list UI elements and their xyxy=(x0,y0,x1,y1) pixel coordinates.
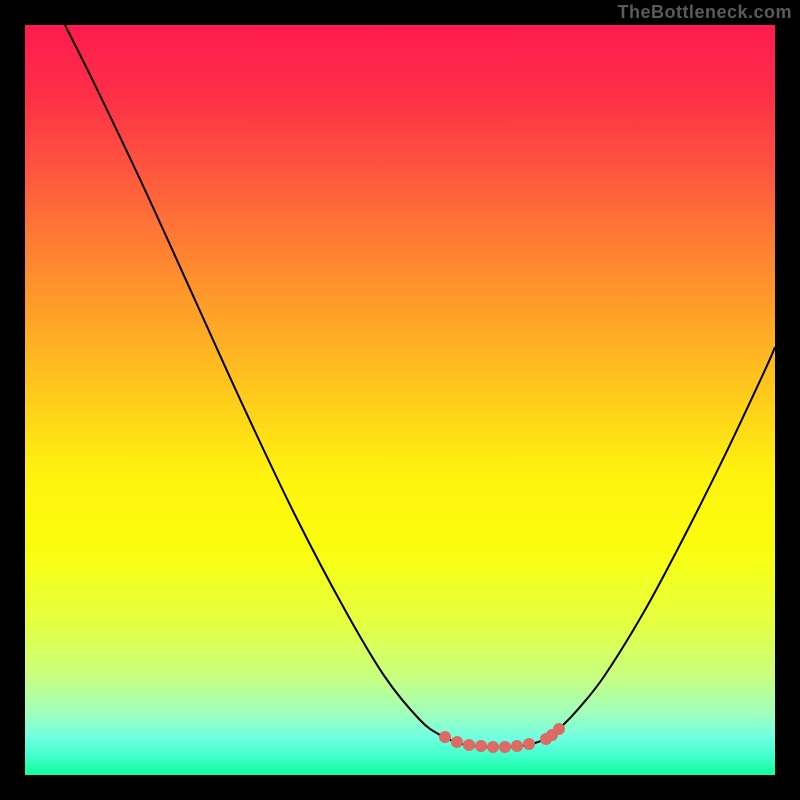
curve-marker xyxy=(463,739,475,751)
curve-marker xyxy=(487,741,499,753)
curve-marker xyxy=(511,740,523,752)
curve-marker xyxy=(523,738,535,750)
curve-marker xyxy=(499,741,511,753)
chart-area xyxy=(25,25,775,775)
watermark: TheBottleneck.com xyxy=(617,2,792,23)
curve-marker xyxy=(553,723,565,735)
chart-svg xyxy=(25,25,775,775)
chart-background xyxy=(25,25,775,775)
curve-marker xyxy=(475,740,487,752)
curve-marker xyxy=(439,731,451,743)
curve-marker xyxy=(451,736,463,748)
